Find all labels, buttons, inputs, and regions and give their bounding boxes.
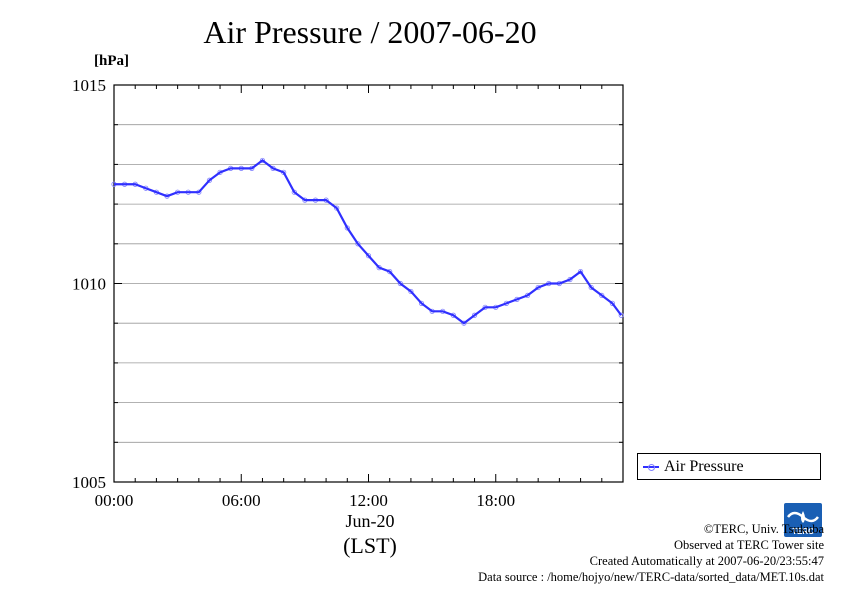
x-tick-label: 12:00 — [349, 491, 388, 510]
series-point — [408, 288, 414, 295]
x-tick-label: 06:00 — [222, 491, 261, 510]
series-point — [618, 312, 624, 318]
series-point — [365, 253, 372, 259]
y-tick-label: 1015 — [72, 76, 106, 95]
credit-created: Created Automatically at 2007-06-20/23:5… — [589, 554, 824, 568]
svg-text:TERC: TERC — [792, 527, 814, 536]
series-point — [609, 300, 615, 306]
series-point — [577, 268, 584, 275]
legend-label: Air Pressure — [664, 457, 744, 475]
y-tick-label: 1010 — [72, 275, 106, 294]
credit-source: Data source : /home/hojyo/new/TERC-data/… — [478, 570, 824, 584]
series-point — [599, 292, 605, 299]
axis-ticks — [113, 84, 624, 483]
series-point — [355, 241, 361, 247]
terc-logo: TERC — [784, 503, 822, 537]
series-point — [397, 280, 403, 287]
series-point — [418, 300, 425, 306]
legend: Air Pressure — [637, 453, 821, 480]
legend-swatch — [643, 463, 659, 471]
credit-site: Observed at TERC Tower site — [673, 538, 824, 552]
x-axis-zone-label: (LST) — [343, 533, 397, 558]
credit-copyright: ©TERC, Univ. Tsukuba — [703, 522, 824, 536]
x-axis-date-label: Jun-20 — [345, 511, 395, 531]
x-tick-label: 00:00 — [95, 491, 134, 510]
y-tick-label: 1005 — [72, 473, 106, 492]
series-markers — [111, 157, 624, 326]
series-point — [461, 320, 467, 326]
series-point — [471, 312, 478, 318]
series-line-air-pressure — [114, 159, 623, 325]
series-point — [206, 177, 213, 183]
chart-title: Air Pressure / 2007-06-20 — [203, 14, 537, 50]
series-point — [259, 157, 266, 164]
x-tick-label: 18:00 — [476, 491, 515, 510]
credits: ©TERC, Univ. Tsukuba Observed at TERC To… — [478, 521, 824, 585]
axis-tick-labels: 1005 1010 1015 00:00 06:00 12:00 18:00 — [72, 76, 515, 510]
y-axis-unit-label: [hPa] — [94, 53, 129, 69]
series-point — [588, 284, 594, 291]
grid-lines — [114, 124, 623, 443]
